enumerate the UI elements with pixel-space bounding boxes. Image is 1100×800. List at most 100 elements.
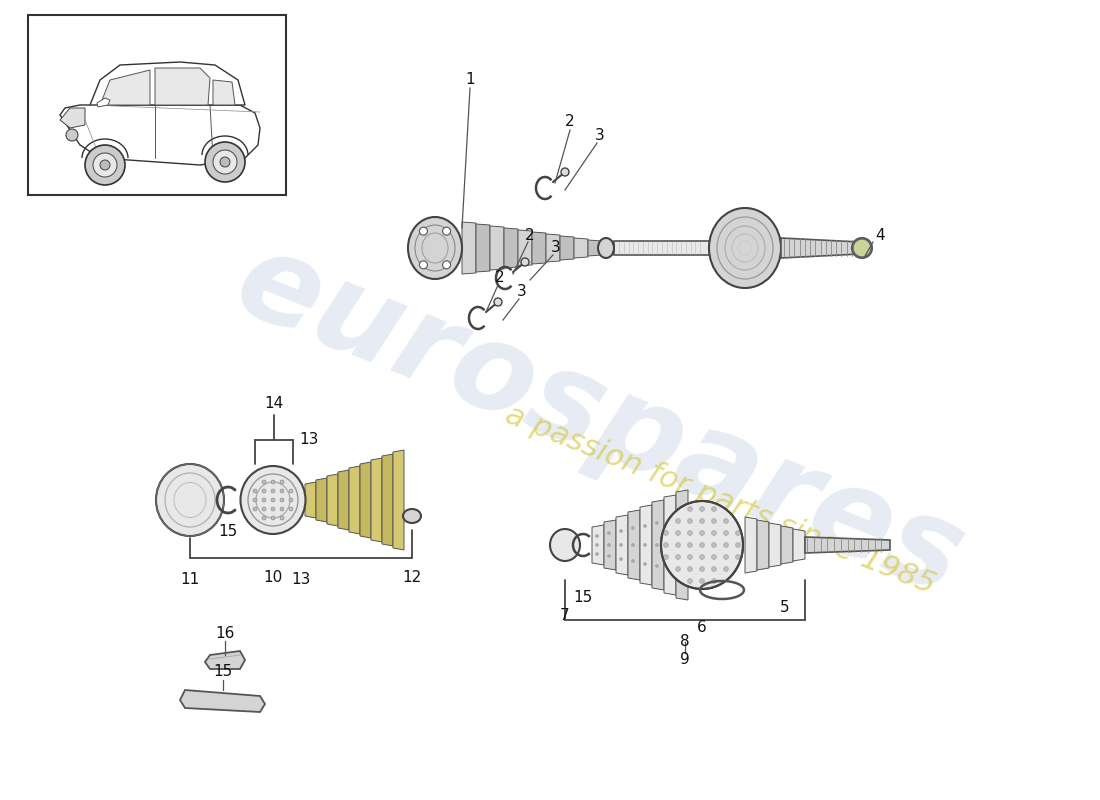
Text: 11: 11 <box>180 573 199 587</box>
Circle shape <box>280 516 284 520</box>
Text: 16: 16 <box>216 626 234 641</box>
Circle shape <box>736 542 740 547</box>
Polygon shape <box>793 529 805 561</box>
Polygon shape <box>504 228 518 268</box>
Ellipse shape <box>408 217 462 279</box>
Text: 3: 3 <box>517 285 527 299</box>
Circle shape <box>675 566 681 571</box>
Circle shape <box>663 554 669 559</box>
Polygon shape <box>316 478 327 522</box>
Circle shape <box>644 525 647 527</box>
Ellipse shape <box>598 238 614 258</box>
Ellipse shape <box>403 509 421 523</box>
Polygon shape <box>652 500 664 590</box>
Circle shape <box>688 566 693 571</box>
Circle shape <box>700 554 704 559</box>
Circle shape <box>675 518 681 523</box>
Circle shape <box>712 518 716 523</box>
Circle shape <box>656 565 659 567</box>
Circle shape <box>680 517 682 519</box>
Polygon shape <box>371 458 382 542</box>
Polygon shape <box>604 520 616 570</box>
Circle shape <box>688 542 693 547</box>
Polygon shape <box>781 238 860 258</box>
Text: 15: 15 <box>573 590 593 606</box>
Circle shape <box>442 227 451 235</box>
Circle shape <box>419 227 428 235</box>
Circle shape <box>712 554 716 559</box>
Circle shape <box>271 507 275 511</box>
Circle shape <box>262 507 266 511</box>
Circle shape <box>712 530 716 535</box>
Polygon shape <box>305 482 316 518</box>
Polygon shape <box>640 505 652 585</box>
Circle shape <box>619 543 623 546</box>
Circle shape <box>521 258 529 266</box>
Text: 7: 7 <box>560 607 570 622</box>
Polygon shape <box>180 690 265 712</box>
Circle shape <box>712 566 716 571</box>
Circle shape <box>213 150 236 174</box>
Polygon shape <box>518 230 532 266</box>
Circle shape <box>619 530 623 533</box>
Polygon shape <box>60 105 260 165</box>
Circle shape <box>280 489 284 493</box>
Circle shape <box>644 562 647 566</box>
Polygon shape <box>382 454 393 546</box>
Circle shape <box>100 160 110 170</box>
Text: 2: 2 <box>495 270 505 286</box>
Polygon shape <box>588 240 602 256</box>
Circle shape <box>607 554 610 558</box>
FancyBboxPatch shape <box>28 15 286 195</box>
Circle shape <box>700 518 704 523</box>
Polygon shape <box>769 523 781 567</box>
Text: 3: 3 <box>595 127 605 142</box>
Circle shape <box>712 578 716 583</box>
Circle shape <box>724 530 728 535</box>
Circle shape <box>262 516 266 520</box>
Circle shape <box>644 543 647 546</box>
Circle shape <box>494 298 502 306</box>
Circle shape <box>595 534 598 538</box>
Circle shape <box>442 261 451 269</box>
Circle shape <box>736 530 740 535</box>
Circle shape <box>675 554 681 559</box>
Circle shape <box>205 142 245 182</box>
Circle shape <box>663 530 669 535</box>
Polygon shape <box>560 236 574 260</box>
Ellipse shape <box>241 466 306 534</box>
Circle shape <box>724 518 728 523</box>
Circle shape <box>607 543 610 546</box>
Circle shape <box>700 542 704 547</box>
Circle shape <box>271 498 275 502</box>
Polygon shape <box>592 525 604 565</box>
Circle shape <box>656 543 659 546</box>
Circle shape <box>724 554 728 559</box>
Polygon shape <box>60 108 85 128</box>
Ellipse shape <box>156 464 224 536</box>
Circle shape <box>675 530 681 535</box>
Circle shape <box>607 531 610 534</box>
Circle shape <box>688 506 693 511</box>
Circle shape <box>700 578 704 583</box>
Polygon shape <box>205 651 245 669</box>
Circle shape <box>631 543 635 546</box>
Circle shape <box>419 261 428 269</box>
Circle shape <box>712 506 716 511</box>
Circle shape <box>595 553 598 555</box>
Circle shape <box>262 480 266 484</box>
Text: 1: 1 <box>465 73 475 87</box>
Circle shape <box>668 543 671 546</box>
Circle shape <box>271 480 275 484</box>
Circle shape <box>271 489 275 493</box>
Polygon shape <box>327 474 338 526</box>
Text: eurospares: eurospares <box>220 221 980 619</box>
Circle shape <box>631 559 635 562</box>
Text: 12: 12 <box>403 570 421 586</box>
Polygon shape <box>393 450 404 550</box>
Circle shape <box>736 554 740 559</box>
Circle shape <box>852 238 872 258</box>
Circle shape <box>700 566 704 571</box>
Text: 10: 10 <box>263 570 283 586</box>
Polygon shape <box>155 68 210 105</box>
